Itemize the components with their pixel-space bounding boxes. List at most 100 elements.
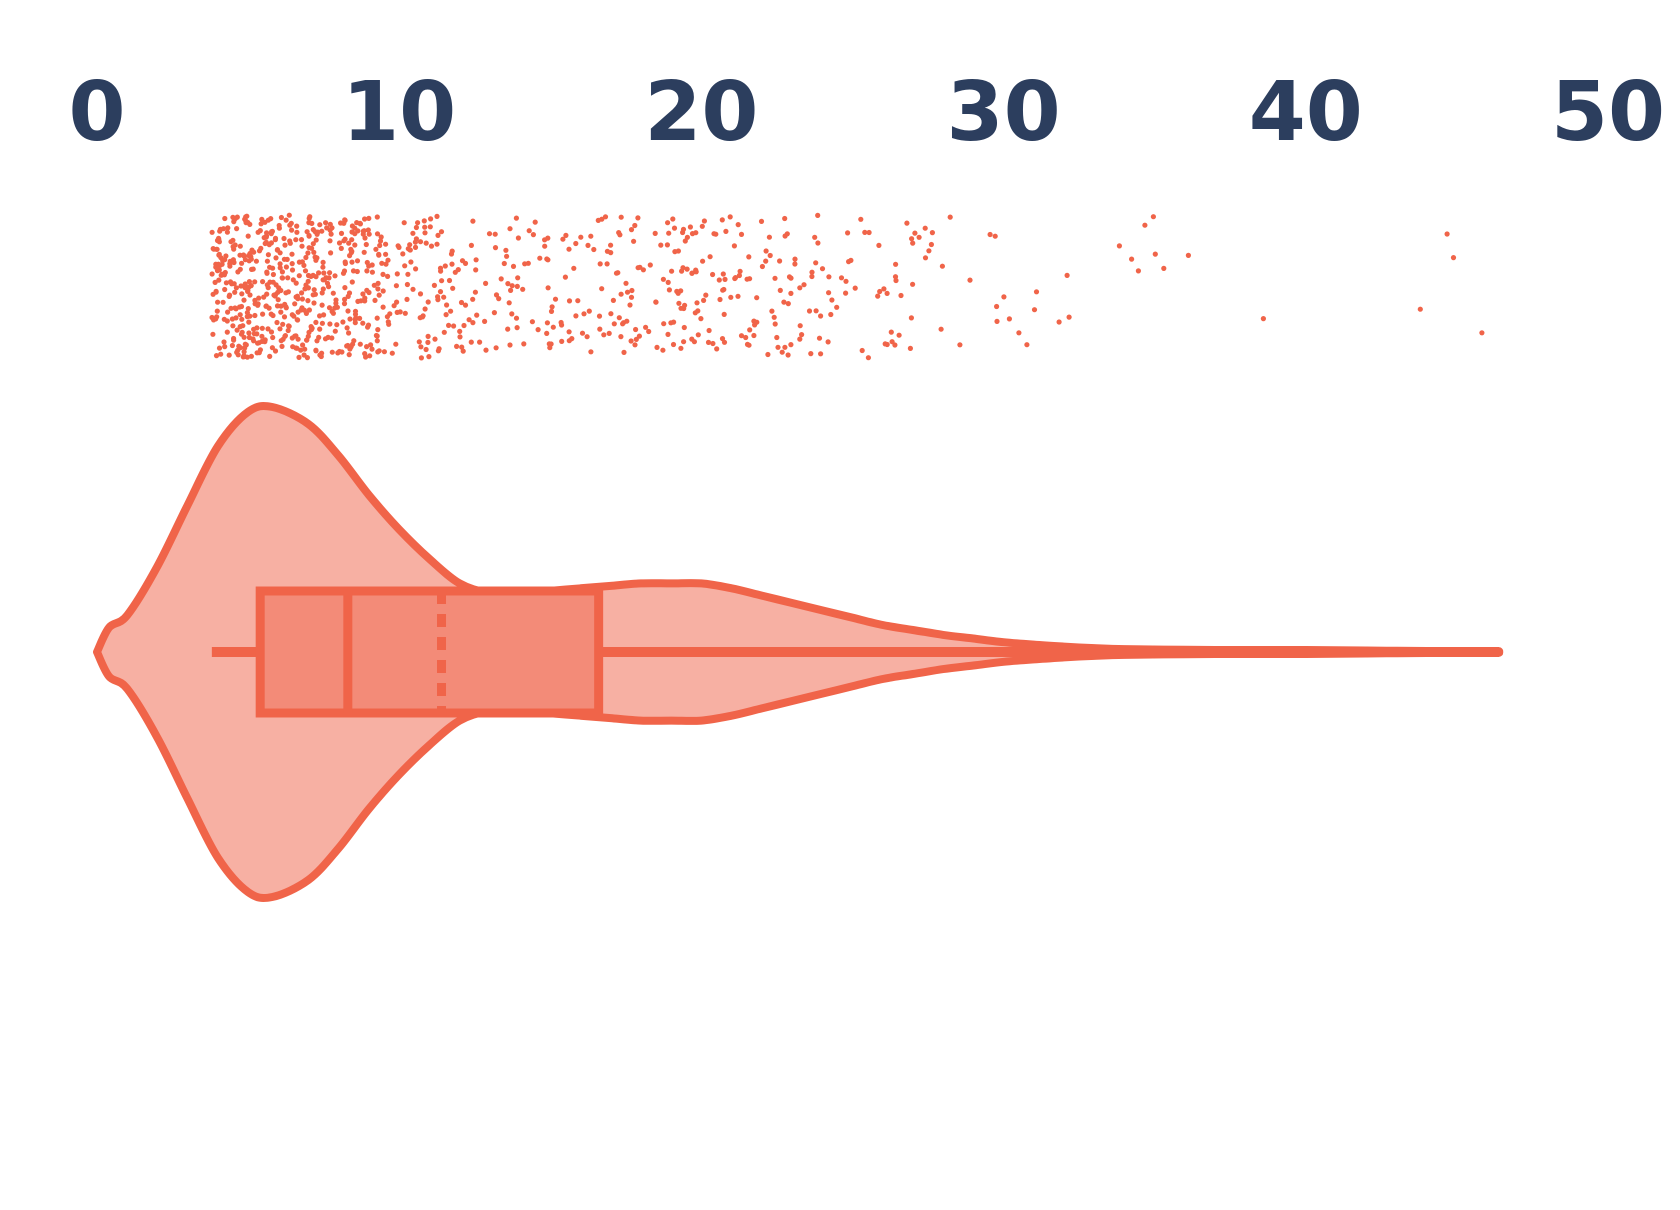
data-point <box>319 228 325 234</box>
x-tick-label: 50 <box>1551 65 1665 160</box>
data-point <box>288 220 294 226</box>
data-point <box>231 337 237 343</box>
data-point <box>1116 243 1122 249</box>
data-point <box>507 226 513 232</box>
data-point <box>781 299 787 305</box>
data-point <box>364 287 370 293</box>
data-point <box>293 237 299 243</box>
data-point <box>289 312 295 318</box>
data-point <box>1135 268 1141 274</box>
data-point <box>1161 265 1167 271</box>
data-point <box>275 289 281 295</box>
data-point <box>664 242 671 248</box>
data-point <box>276 225 282 231</box>
data-point <box>670 216 676 222</box>
data-point <box>358 298 364 304</box>
data-point <box>735 293 741 299</box>
data-point <box>302 286 308 292</box>
data-point <box>256 295 262 301</box>
data-point <box>229 281 235 287</box>
data-point <box>216 251 222 257</box>
data-point <box>449 261 455 267</box>
data-point <box>765 351 771 358</box>
data-point <box>281 235 287 242</box>
data-point <box>700 258 706 264</box>
data-point <box>772 275 778 281</box>
data-point <box>313 348 319 354</box>
data-point <box>666 287 673 293</box>
data-point <box>295 336 301 342</box>
data-point <box>317 326 323 332</box>
data-point <box>819 266 826 272</box>
data-point <box>413 266 419 272</box>
data-point <box>376 252 382 258</box>
data-point <box>412 244 419 250</box>
data-point <box>263 303 269 309</box>
data-point <box>274 303 281 309</box>
data-point <box>892 274 899 280</box>
data-point <box>305 298 311 304</box>
data-point <box>381 349 387 355</box>
data-point <box>380 271 386 277</box>
data-point <box>346 330 352 336</box>
data-point <box>246 258 252 264</box>
data-point <box>375 327 381 333</box>
data-point <box>550 324 556 330</box>
data-point <box>301 262 307 268</box>
data-point <box>224 329 230 335</box>
data-point <box>230 214 236 220</box>
data-point <box>241 297 247 303</box>
data-point <box>566 298 573 304</box>
data-point <box>548 308 555 314</box>
data-point <box>721 339 728 345</box>
data-point <box>544 256 550 262</box>
data-point <box>866 229 872 236</box>
data-point <box>504 253 510 259</box>
data-point <box>710 271 716 278</box>
data-point <box>797 323 803 329</box>
data-point <box>285 289 291 295</box>
data-point <box>298 237 305 243</box>
data-point <box>270 265 276 271</box>
data-point <box>736 272 743 279</box>
data-point <box>374 214 380 220</box>
data-point <box>1152 251 1158 257</box>
data-point <box>391 303 397 309</box>
data-point <box>1016 330 1022 336</box>
data-point <box>898 292 904 299</box>
data-point <box>666 230 672 236</box>
data-point <box>884 290 890 296</box>
data-point <box>544 320 551 326</box>
data-point <box>321 270 327 276</box>
data-point <box>967 277 973 283</box>
data-point <box>257 347 263 353</box>
data-point <box>423 346 429 353</box>
data-point <box>608 242 614 248</box>
data-point <box>224 229 230 235</box>
data-point <box>788 290 794 296</box>
data-point <box>326 275 332 281</box>
data-point <box>233 285 239 291</box>
data-point <box>278 214 284 221</box>
data-point <box>1001 294 1007 300</box>
data-point <box>240 323 246 329</box>
data-point <box>545 285 551 291</box>
data-point <box>365 324 371 330</box>
data-point <box>285 327 291 334</box>
data-point <box>877 288 883 295</box>
data-point <box>912 230 918 236</box>
data-point <box>394 271 400 277</box>
data-point <box>515 275 521 281</box>
data-point <box>845 230 851 236</box>
data-point <box>369 262 375 268</box>
data-point <box>1479 330 1485 336</box>
data-point <box>364 259 370 266</box>
data-point <box>588 233 594 239</box>
data-point <box>681 324 687 331</box>
data-point <box>446 277 453 284</box>
data-point <box>470 296 476 302</box>
data-point <box>275 297 281 303</box>
data-point <box>273 255 279 261</box>
data-point <box>510 263 517 269</box>
data-point <box>247 313 253 319</box>
